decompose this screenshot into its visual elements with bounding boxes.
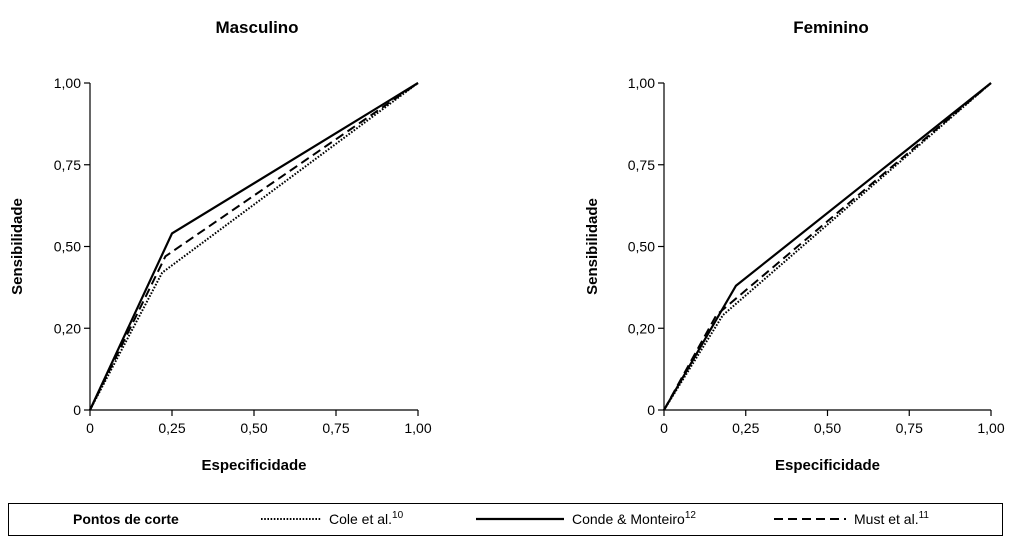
x-tick-label: 0,25	[732, 420, 759, 436]
legend-item-superscript: 11	[919, 510, 930, 521]
series-line-must-et-al	[89, 82, 419, 411]
x-tick-label: 1,00	[404, 420, 431, 436]
legend-item-label: Conde & Monteiro12	[572, 510, 696, 527]
series-line-conde-monteiro	[663, 82, 992, 411]
feminino-title: Feminino	[793, 18, 869, 37]
x-tick-label: 0,75	[322, 420, 349, 436]
series-line-conde-monteiro	[89, 82, 419, 411]
y-tick-label: 1,00	[628, 75, 655, 91]
chart-masculino: Masculino 0 0,25 0,50 0,75 1,00 0 0,20 0,50 0,75 1…	[0, 0, 480, 500]
x-tick-label: 0,50	[814, 420, 841, 436]
series-line-cole-et-al	[663, 82, 992, 411]
y-tick-label: 0,20	[54, 320, 81, 336]
y-tick-label: 0,20	[628, 320, 655, 336]
y-tick-label: 0,50	[54, 239, 81, 255]
y-tick-label: 0	[73, 402, 81, 418]
y-tick-label: 0,50	[628, 239, 655, 255]
legend-item-label: Cole et al.10	[329, 510, 404, 527]
legend-item-superscript: 12	[685, 510, 697, 521]
x-tick-label: 0,25	[158, 420, 185, 436]
legend-item-label: Must et al.11	[854, 510, 929, 527]
series-line-cole-et-al	[89, 82, 419, 411]
x-axis-label: Especificidade	[201, 457, 306, 474]
x-tick-label: 0	[86, 420, 94, 436]
x-tick-label: 1,00	[977, 420, 1004, 436]
legend-svg: Pontos de corte Cole et al.10 Conde & Mont…	[73, 510, 929, 527]
x-axis-label: Especificidade	[775, 457, 880, 474]
chart-feminino-svg: Feminino 0 0,25 0,50 0,75 1,00 0 0,20 0,50 0,75 1,…	[584, 18, 1005, 474]
y-tick-label: 0	[647, 402, 655, 418]
y-axis-label: Sensibilidade	[9, 198, 26, 295]
y-tick-label: 0,75	[54, 157, 81, 173]
legend-title: Pontos de corte	[73, 511, 179, 527]
y-tick-label: 0,75	[628, 157, 655, 173]
x-tick-label: 0,50	[240, 420, 267, 436]
y-tick-label: 1,00	[54, 75, 81, 91]
x-tick-label: 0,75	[896, 420, 923, 436]
chart-feminino: Feminino 0 0,25 0,50 0,75 1,00 0 0,20 0,50 0,75 1,…	[575, 0, 1011, 500]
chart-masculino-svg: Masculino 0 0,25 0,50 0,75 1,00 0 0,20 0,50 0,75 1…	[9, 18, 432, 474]
x-tick-label: 0	[660, 420, 668, 436]
masculino-title: Masculino	[215, 18, 298, 37]
legend-item-superscript: 10	[392, 510, 404, 521]
series-line-must-et-al	[663, 82, 992, 411]
y-axis-label: Sensibilidade	[584, 198, 601, 295]
legend: Pontos de corte Cole et al.10 Conde & Mont…	[8, 503, 1003, 536]
